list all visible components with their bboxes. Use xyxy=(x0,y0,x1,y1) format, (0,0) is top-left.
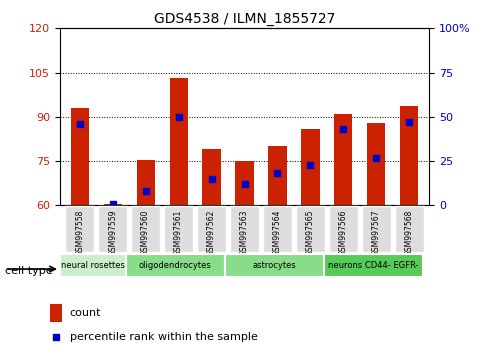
Text: count: count xyxy=(70,308,101,318)
Bar xyxy=(367,123,385,205)
FancyBboxPatch shape xyxy=(126,254,225,277)
FancyBboxPatch shape xyxy=(262,206,292,252)
Bar xyxy=(104,204,122,205)
FancyBboxPatch shape xyxy=(131,206,161,252)
Bar xyxy=(170,79,188,205)
Title: GDS4538 / ILMN_1855727: GDS4538 / ILMN_1855727 xyxy=(154,12,335,26)
Bar xyxy=(301,129,319,205)
Text: GSM997559: GSM997559 xyxy=(108,209,117,256)
Bar xyxy=(400,107,419,205)
FancyBboxPatch shape xyxy=(230,206,259,252)
FancyBboxPatch shape xyxy=(225,254,324,277)
FancyBboxPatch shape xyxy=(395,206,424,252)
Bar xyxy=(70,108,89,205)
FancyBboxPatch shape xyxy=(362,206,391,252)
Text: GSM997564: GSM997564 xyxy=(273,209,282,256)
Text: oligodendrocytes: oligodendrocytes xyxy=(139,261,212,270)
Text: GSM997565: GSM997565 xyxy=(306,209,315,256)
Text: astrocytes: astrocytes xyxy=(252,261,296,270)
Text: GSM997560: GSM997560 xyxy=(141,209,150,256)
Text: percentile rank within the sample: percentile rank within the sample xyxy=(70,332,258,342)
Bar xyxy=(137,160,155,205)
Text: GSM997566: GSM997566 xyxy=(339,209,348,256)
Bar xyxy=(50,304,62,321)
Text: neurons CD44- EGFR-: neurons CD44- EGFR- xyxy=(328,261,418,270)
FancyBboxPatch shape xyxy=(164,206,194,252)
Bar xyxy=(334,114,352,205)
FancyBboxPatch shape xyxy=(98,206,127,252)
Text: cell type: cell type xyxy=(5,266,52,276)
FancyBboxPatch shape xyxy=(295,206,325,252)
FancyBboxPatch shape xyxy=(328,206,358,252)
FancyBboxPatch shape xyxy=(65,206,94,252)
Bar xyxy=(268,146,286,205)
Text: neural rosettes: neural rosettes xyxy=(61,261,125,270)
Bar xyxy=(236,161,253,205)
Text: GSM997558: GSM997558 xyxy=(75,209,84,256)
Text: GSM997563: GSM997563 xyxy=(240,209,249,256)
Bar xyxy=(203,149,221,205)
Text: GSM997567: GSM997567 xyxy=(372,209,381,256)
Text: GSM997561: GSM997561 xyxy=(174,209,183,256)
FancyBboxPatch shape xyxy=(60,254,126,277)
Text: GSM997568: GSM997568 xyxy=(405,209,414,256)
Text: GSM997562: GSM997562 xyxy=(207,209,216,256)
FancyBboxPatch shape xyxy=(197,206,227,252)
FancyBboxPatch shape xyxy=(324,254,423,277)
